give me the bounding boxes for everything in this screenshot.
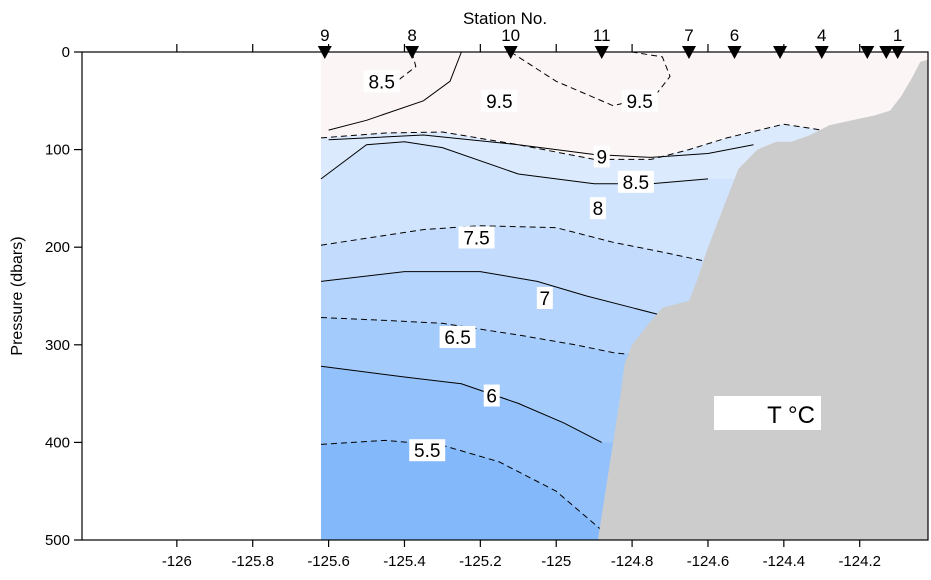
- contour-label: 7: [540, 289, 551, 310]
- contour-label: 9.5: [486, 92, 512, 113]
- station-marker: [860, 46, 875, 59]
- station-marker: [879, 46, 894, 59]
- station-marker: [405, 46, 420, 59]
- isotherm-8.5: [320, 123, 822, 160]
- station-marker: [773, 46, 788, 59]
- x-tick-label: -125.8: [231, 553, 274, 570]
- station-label: 4: [817, 26, 826, 45]
- x-tick-label: -125: [541, 553, 571, 570]
- station-label: 1: [893, 26, 902, 45]
- contour-label: 9.5: [626, 92, 652, 113]
- top-axis-title: Station No.: [463, 9, 547, 28]
- station-marker: [681, 46, 696, 59]
- variable-label: T °C: [767, 402, 815, 429]
- y-tick-label: 400: [45, 434, 70, 451]
- contour-label-bg: [617, 170, 654, 193]
- seafloor-land: [597, 59, 928, 540]
- contour-label-bg: [483, 384, 500, 407]
- top-axis-ticks: [176, 44, 861, 52]
- variable-label-box: T °C: [714, 396, 821, 430]
- contour-label: 5.5: [414, 441, 440, 462]
- y-tick-label: 0: [62, 44, 70, 61]
- isotherm-6.5: [320, 317, 648, 357]
- y-tick-label: 100: [45, 142, 70, 159]
- x-tick-label: -124.2: [838, 553, 881, 570]
- x-tick-label: -124.4: [763, 553, 806, 570]
- bottom-topography: [597, 59, 928, 540]
- station-marker: [503, 46, 518, 59]
- contour-label-bg: [621, 89, 658, 112]
- contour-label: 9: [596, 147, 607, 168]
- x-tick-label: -124.6: [687, 553, 730, 570]
- station-marker: [814, 46, 829, 59]
- contour-label: 6.5: [444, 328, 470, 349]
- station-label: 7: [684, 26, 693, 45]
- y-tick-label: 500: [45, 532, 70, 549]
- x-tick-label: -125.2: [459, 553, 502, 570]
- isotherm-5.5: [320, 439, 603, 531]
- station-markers: 9 8 10 11 7 6 4 1: [317, 26, 905, 59]
- x-tick-label: -126: [162, 553, 192, 570]
- contour-label: 8.5: [368, 72, 394, 93]
- station-label: 10: [501, 26, 520, 45]
- y-axis-title: Pressure (dbars): [9, 236, 26, 355]
- station-label: 6: [730, 26, 739, 45]
- isotherm-7.5: [320, 225, 709, 263]
- station-marker: [317, 46, 332, 59]
- station-marker: [594, 46, 609, 59]
- contour-label-bg: [439, 325, 476, 348]
- contour-label-bg: [536, 286, 553, 309]
- contour-label: 7.5: [463, 228, 489, 249]
- contour-label: 6: [486, 387, 497, 408]
- station-marker: [890, 46, 905, 59]
- band-5.5: [321, 440, 928, 540]
- x-tick-label: -125.6: [307, 553, 350, 570]
- station-label: 11: [593, 26, 611, 45]
- x-tick-label: -125.4: [383, 553, 426, 570]
- contour-label-bg: [363, 70, 400, 93]
- contour-label-bg: [481, 89, 518, 112]
- contour-label: 8.5: [623, 173, 649, 194]
- contour-label-bg: [409, 439, 446, 462]
- contour-label: 8: [593, 199, 604, 220]
- x-tick-label: -124.8: [611, 553, 654, 570]
- station-label: 9: [320, 26, 329, 45]
- contour-labels: 8.5 9.5 9.5 9 8.5 8 7.5 7 6.5 6 5.5: [363, 70, 658, 462]
- station-marker: [727, 46, 742, 59]
- isotherm-9: [328, 52, 462, 131]
- station-label: 8: [407, 26, 416, 45]
- y-axis: 0 100 200 300 400 500: [45, 44, 82, 549]
- y-tick-label: 300: [45, 337, 70, 354]
- contour-label-bg: [458, 226, 495, 249]
- contour-label-bg: [593, 145, 610, 168]
- plot-frame: [81, 51, 929, 541]
- y-tick-label: 200: [45, 239, 70, 256]
- x-axis: -126 -125.8 -125.6 -125.4 -125.2 -125 -124.8 -1…: [162, 540, 881, 570]
- isotherm-7: [320, 271, 663, 316]
- contour-label-bg: [589, 197, 606, 220]
- isotherm-9.5: [510, 52, 671, 107]
